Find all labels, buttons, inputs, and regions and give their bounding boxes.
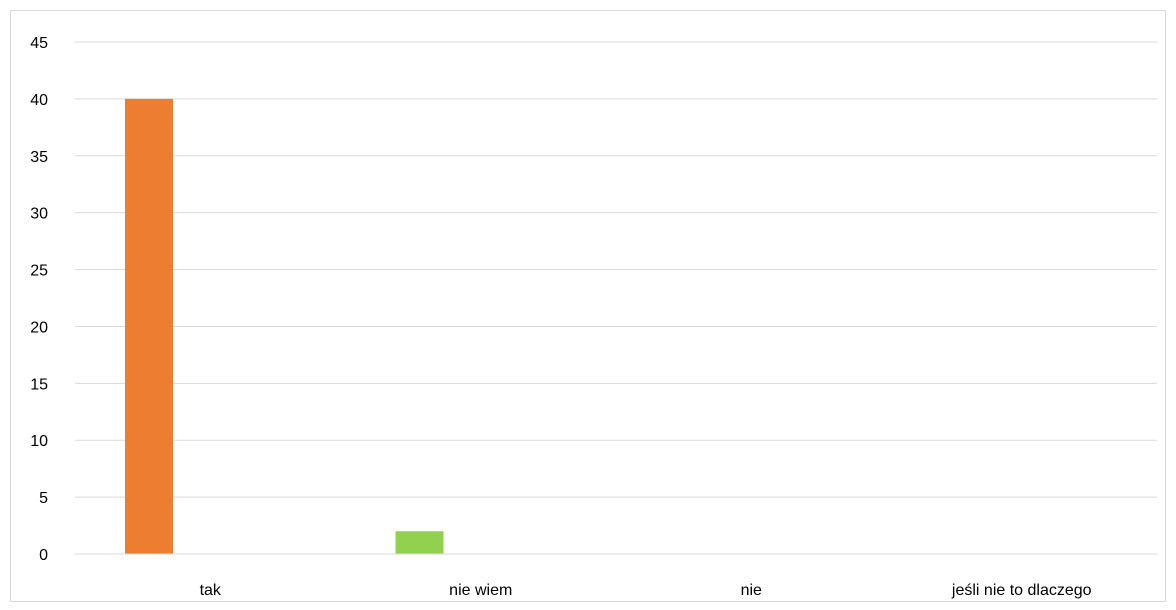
y-tick-label: 40 (30, 92, 48, 109)
y-tick-label: 15 (30, 376, 48, 393)
y-tick-label: 0 (39, 547, 48, 564)
category-labels: tak nie wiem nie jeśli nie to dlaczego (200, 582, 1092, 599)
y-tick-label: 5 (39, 490, 48, 507)
category-label: jeśli nie to dlaczego (951, 582, 1092, 599)
bars (125, 98, 444, 554)
y-tick-label: 10 (30, 433, 48, 450)
gridlines (75, 41, 1157, 498)
bar-2 (395, 531, 444, 554)
y-tick-label: 35 (30, 149, 48, 166)
category-label: tak (200, 582, 222, 599)
chart-frame (10, 10, 1166, 602)
y-axis-tick-labels: 0 5 10 15 20 25 30 35 40 45 (30, 35, 48, 564)
y-tick-label: 30 (30, 206, 48, 223)
y-tick-label: 25 (30, 263, 48, 280)
category-label: nie (741, 582, 762, 599)
category-label: nie wiem (449, 582, 512, 599)
y-tick-label: 20 (30, 319, 48, 336)
y-tick-label: 45 (30, 35, 48, 52)
bar-1 (125, 98, 173, 554)
